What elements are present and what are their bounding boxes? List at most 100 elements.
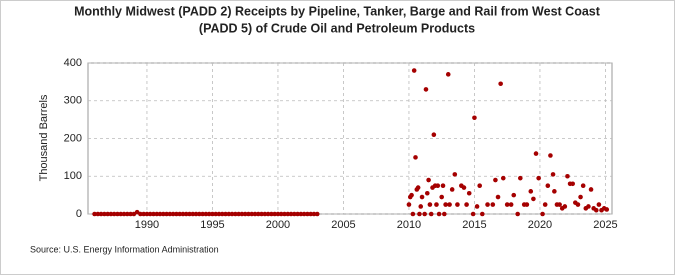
- point: [552, 189, 557, 194]
- point: [305, 211, 310, 217]
- point: [423, 87, 429, 92]
- point: [533, 151, 539, 156]
- chart-title: Monthly Midwest (PADD 2) Receipts by Pip…: [74, 4, 601, 18]
- point: [542, 202, 548, 207]
- point: [545, 183, 551, 188]
- point: [435, 183, 441, 188]
- point: [282, 211, 287, 217]
- point: [255, 211, 261, 217]
- source: Source: U.S. Energy Information Administ…: [30, 244, 219, 254]
- point: [108, 211, 114, 217]
- point: [439, 194, 445, 200]
- point: [193, 211, 199, 217]
- point: [229, 211, 235, 217]
- point: [424, 190, 430, 196]
- point: [92, 211, 97, 217]
- point: [301, 211, 307, 217]
- point: [447, 202, 452, 207]
- point: [98, 211, 104, 217]
- point: [292, 211, 297, 217]
- y-tick-label: 100: [64, 170, 82, 182]
- point: [422, 211, 427, 217]
- point: [177, 211, 182, 217]
- point: [575, 202, 581, 207]
- point: [596, 202, 602, 207]
- point: [272, 211, 277, 217]
- x-tick-label: 2015: [462, 219, 486, 231]
- point: [187, 211, 192, 217]
- point: [259, 211, 264, 217]
- y-axis-label: Thousand Barrels: [38, 94, 50, 181]
- point: [466, 190, 472, 196]
- point: [550, 172, 556, 177]
- y-tick-label: 300: [64, 95, 82, 107]
- point: [157, 211, 163, 217]
- point: [115, 211, 120, 217]
- point: [580, 183, 586, 188]
- point: [498, 81, 503, 87]
- point: [536, 175, 541, 181]
- point: [474, 204, 480, 209]
- x-tick-label: 2000: [266, 219, 290, 231]
- point: [298, 211, 304, 217]
- point: [102, 211, 107, 217]
- point: [485, 202, 490, 207]
- point: [436, 211, 442, 217]
- point: [511, 192, 517, 198]
- point: [121, 211, 127, 217]
- point: [223, 211, 228, 217]
- point: [455, 202, 460, 207]
- point: [203, 211, 209, 217]
- point: [565, 173, 570, 179]
- point: [406, 202, 412, 207]
- point: [246, 211, 251, 217]
- point: [216, 211, 222, 217]
- point: [219, 211, 225, 217]
- x-tick-label: 2005: [331, 219, 355, 231]
- point: [125, 211, 130, 217]
- point: [210, 211, 215, 217]
- y-tick-label: 200: [64, 132, 82, 144]
- point: [540, 211, 545, 217]
- x-tick-label: 1990: [135, 219, 159, 231]
- point: [206, 211, 212, 217]
- chart-title: (PADD 5) of Crude Oil and Petroleum Prod…: [199, 21, 475, 35]
- point: [275, 211, 281, 217]
- point: [472, 115, 477, 121]
- point: [570, 181, 575, 187]
- point: [418, 204, 424, 209]
- point: [440, 183, 446, 188]
- point: [242, 211, 248, 217]
- point: [495, 194, 501, 200]
- point: [161, 211, 166, 217]
- point: [445, 72, 451, 77]
- point: [252, 211, 258, 217]
- point: [578, 194, 583, 200]
- point: [118, 211, 124, 217]
- point: [427, 202, 433, 207]
- point: [197, 211, 202, 217]
- point: [461, 185, 467, 190]
- point: [167, 211, 173, 217]
- point: [548, 153, 553, 158]
- point: [105, 211, 110, 217]
- point: [249, 211, 255, 217]
- point: [504, 202, 510, 207]
- point: [314, 211, 320, 217]
- point: [464, 202, 469, 207]
- point: [417, 211, 422, 217]
- point: [295, 211, 300, 217]
- point: [285, 211, 291, 217]
- point: [233, 211, 238, 217]
- point: [508, 202, 514, 207]
- point: [183, 211, 189, 217]
- point: [586, 204, 591, 209]
- point: [452, 172, 458, 177]
- point: [111, 211, 117, 217]
- point: [138, 211, 143, 217]
- x-tick-label: 2010: [397, 219, 421, 231]
- y-tick-label: 0: [76, 208, 82, 220]
- point: [226, 211, 232, 217]
- x-tick-label: 2025: [593, 219, 617, 231]
